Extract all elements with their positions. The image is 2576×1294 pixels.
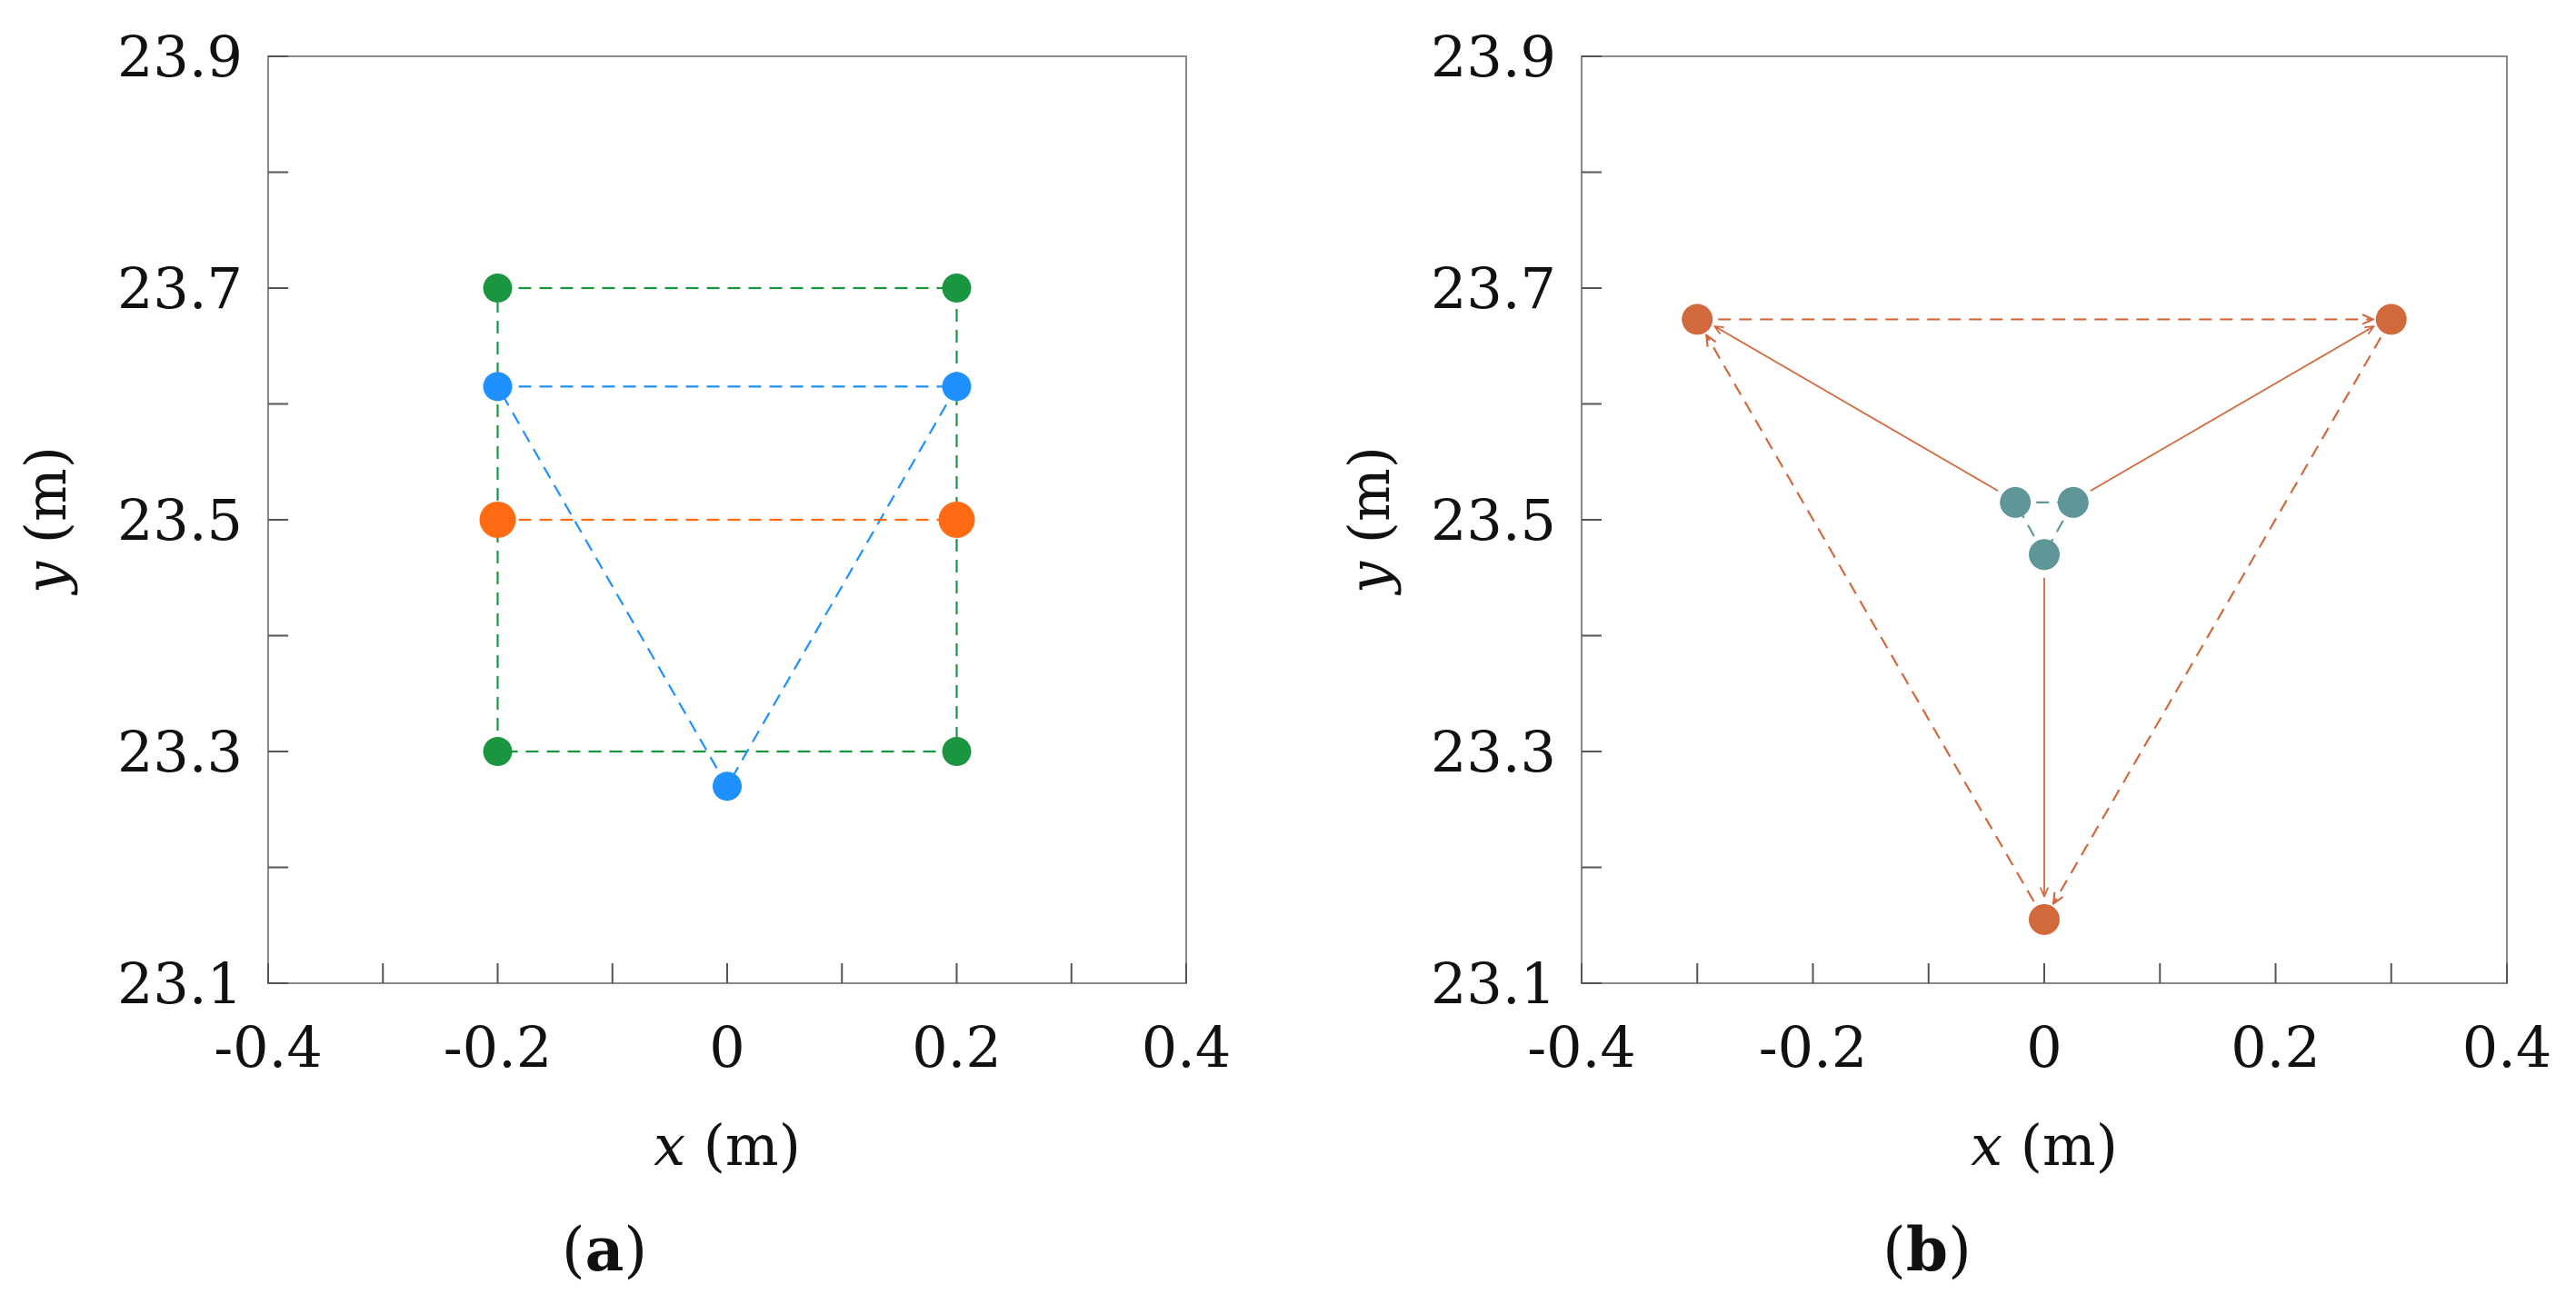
panel-label-open: ( [562,1215,585,1285]
data-point-orange [479,502,516,538]
panel-label-a: (a) [562,1214,647,1285]
direction-arrow [1714,326,1999,492]
y-tick-label: 23.5 [117,487,243,553]
series-line-rust [2053,318,2392,903]
data-point-rust [2375,304,2407,335]
data-point-blue [483,372,513,402]
x-tick-label: 0.2 [912,1014,1002,1080]
y-tick-label: 23.7 [117,255,243,322]
panel-label-letter: b [1906,1214,1948,1285]
data-point-orange [938,502,975,538]
x-axis-unit: (m) [685,1112,801,1179]
data-point-blue [942,372,972,402]
x-tick-label: 0.4 [2462,1014,2552,1080]
x-tick-label: 0.4 [1142,1014,1232,1080]
x-tick-label: 0 [2026,1014,2062,1080]
y-tick-label: 23.3 [117,719,243,785]
y-tick-label: 23.1 [1431,951,1556,1017]
x-tick-label: -0.4 [214,1014,323,1080]
panel-label-open: ( [1882,1215,1906,1285]
y-axis-label: y (m) [1336,446,1403,596]
panel-label-b: (b) [1882,1214,1972,1285]
y-tick-label: 23.7 [1431,255,1556,322]
series-line-blue [496,385,728,787]
x-axis-unit: (m) [2002,1112,2118,1179]
y-axis-var: y [1336,561,1403,596]
data-point-green [942,737,972,766]
data-point-teal [2057,486,2089,518]
x-axis-label: x (m) [1971,1112,2118,1179]
panel-label-letter: a [585,1214,624,1285]
chart-panel-a: -0.4 -0.2 0 0.2 0.4 23.1 23.3 23.5 23.7 23.9 x (m)… [13,24,1231,1285]
x-tick-label: 0.2 [2231,1014,2321,1080]
x-tick-label: 0 [709,1014,744,1080]
data-point-teal [2029,539,2060,571]
data-point-green [942,274,972,303]
panel-label-close: ) [1948,1215,1972,1285]
x-axis-label: x (m) [654,1112,801,1179]
y-tick-label: 23.9 [1431,24,1556,90]
data-point-teal [2000,486,2032,518]
series-line-rust [1706,335,2045,921]
x-tick-label: -0.2 [1759,1014,1868,1080]
y-axis-unit: (m) [1336,446,1403,562]
y-axis-var: y [13,561,79,596]
y-tick-label: 23.5 [1431,487,1556,553]
y-tick-label: 23.1 [117,951,243,1017]
y-tick-label: 23.9 [117,24,243,90]
y-axis-label: y (m) [13,446,79,596]
direction-arrow [2090,326,2374,492]
data-point-green [483,274,513,303]
y-tick-label: 23.3 [1431,719,1556,785]
data-point-green [483,737,513,766]
x-tick-label: -0.2 [444,1014,553,1080]
y-axis-unit: (m) [13,446,79,562]
x-tick-label: -0.4 [1527,1014,1636,1080]
plot-frame [267,55,1187,984]
chart-panel-b: -0.4 -0.2 0 0.2 0.4 23.1 23.3 23.5 23.7 23.9 x (m)… [1336,24,2551,1285]
data-point-rust [1682,304,1713,335]
x-axis-var: x [1971,1112,2002,1179]
panel-label-close: ) [624,1215,647,1285]
series-line-blue [726,385,958,787]
x-axis-var: x [654,1112,685,1179]
data-point-rust [2029,903,2060,935]
data-point-blue [713,771,742,801]
